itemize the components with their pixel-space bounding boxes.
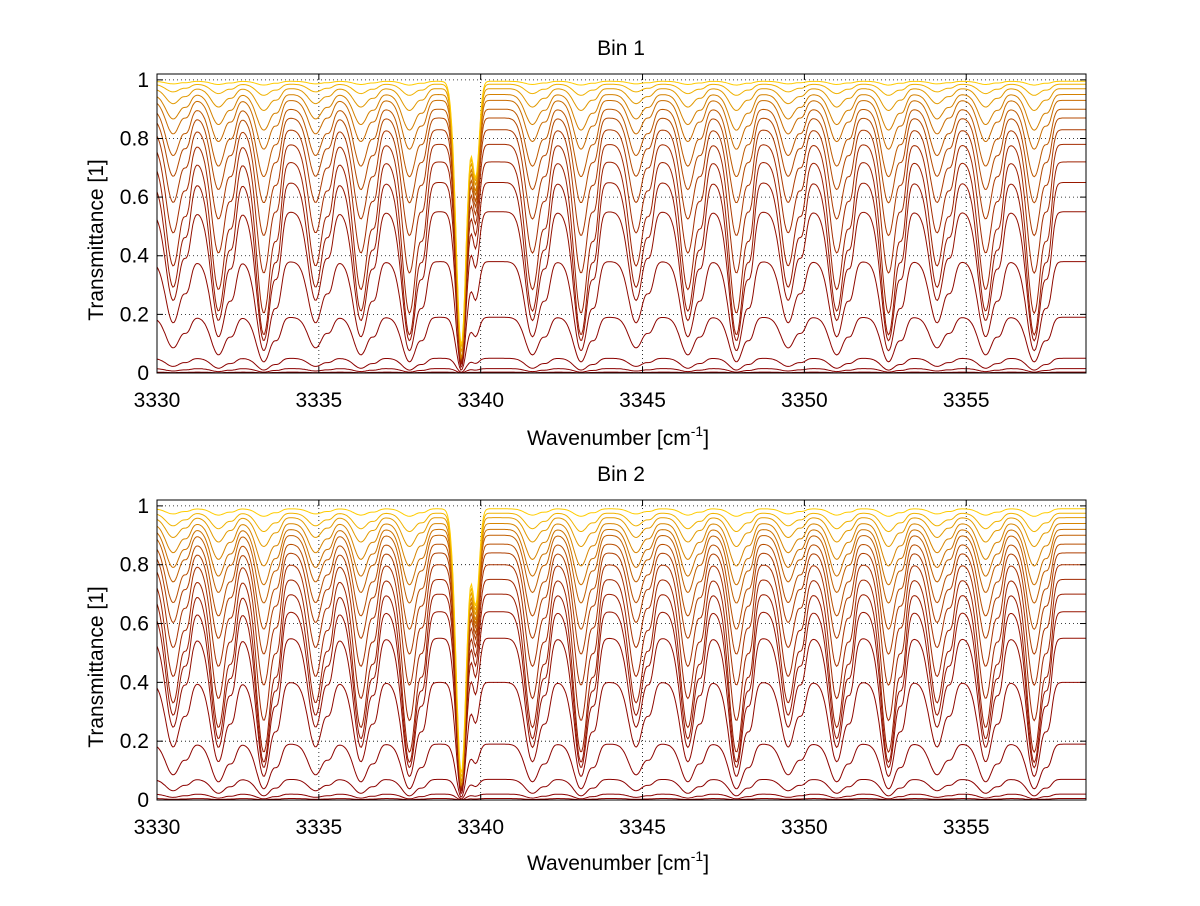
x-tick-label: 3340 bbox=[457, 389, 504, 412]
series-line bbox=[156, 512, 1086, 778]
series-line bbox=[156, 80, 1086, 345]
series-line bbox=[156, 316, 1086, 371]
series-line bbox=[156, 99, 1086, 359]
series-line bbox=[157, 798, 1086, 801]
series-line bbox=[156, 552, 1086, 788]
x-axis-label-end: ] bbox=[703, 852, 709, 875]
series-line bbox=[156, 161, 1086, 364]
axes-box bbox=[156, 73, 1087, 374]
y-tick-label: 0.6 bbox=[120, 613, 149, 636]
chart-title: Bin 1 bbox=[597, 37, 645, 60]
tick-marks: 3330 3335 3340 3345 3350 3355 0 0.2 0.4 0.6 0.8 1 bbox=[120, 495, 1086, 839]
x-tick-label: 3350 bbox=[781, 389, 828, 412]
x-tick-label: 3350 bbox=[781, 816, 828, 839]
x-axis-label-superscript: -1 bbox=[691, 423, 704, 439]
y-tick-label: 0 bbox=[137, 362, 149, 385]
series-line bbox=[156, 743, 1086, 798]
y-tick-label: 0.8 bbox=[120, 554, 149, 577]
subplot-bin-2: Bin 2 3330 3335 3340 3345 3350 3355 0 0.2 0.4 0.6… bbox=[85, 463, 1087, 875]
series-line bbox=[156, 528, 1086, 786]
series-line bbox=[156, 543, 1086, 787]
x-tick-label: 3355 bbox=[943, 816, 990, 839]
series-line bbox=[156, 83, 1086, 348]
x-axis-label-end: ] bbox=[703, 427, 709, 450]
series-line bbox=[156, 88, 1086, 352]
series-line bbox=[156, 357, 1086, 373]
x-tick-label: 3345 bbox=[619, 389, 666, 412]
x-axis-label: Wavenumber [cm-1] bbox=[527, 848, 709, 875]
series-line bbox=[156, 108, 1086, 360]
series-line bbox=[156, 143, 1086, 362]
y-tick-label: 1 bbox=[137, 69, 149, 92]
y-tick-label: 0.2 bbox=[120, 303, 149, 326]
x-tick-label: 3355 bbox=[943, 389, 990, 412]
series-line bbox=[156, 211, 1086, 367]
y-tick-label: 0.6 bbox=[120, 186, 149, 209]
series-line bbox=[156, 117, 1086, 360]
series-line bbox=[156, 261, 1086, 369]
x-axis-label-main: Wavenumber [cm bbox=[527, 852, 691, 875]
y-tick-label: 0 bbox=[137, 789, 149, 812]
series-group bbox=[156, 508, 1086, 801]
y-axis-label: Transmittance [1] bbox=[85, 159, 108, 320]
x-tick-label: 3335 bbox=[295, 389, 342, 412]
x-axis-label: Wavenumber [cm-1] bbox=[527, 423, 709, 450]
series-line bbox=[156, 508, 1086, 774]
series-line bbox=[156, 778, 1086, 800]
series-line bbox=[156, 611, 1086, 792]
x-tick-label: 3335 bbox=[295, 816, 342, 839]
series-line bbox=[156, 564, 1086, 788]
series-group bbox=[156, 80, 1086, 374]
axes-box bbox=[156, 499, 1087, 801]
series-line bbox=[156, 129, 1086, 361]
y-tick-label: 0.4 bbox=[120, 245, 150, 268]
series-line bbox=[156, 793, 1086, 801]
series-line bbox=[156, 578, 1086, 789]
y-tick-label: 0.2 bbox=[120, 730, 149, 753]
series-line bbox=[156, 517, 1086, 782]
series-line bbox=[156, 534, 1086, 787]
series-line bbox=[156, 593, 1086, 792]
x-axis-label-main: Wavenumber [cm bbox=[527, 427, 691, 450]
series-line bbox=[156, 523, 1086, 786]
subplot-bin-1: Bin 1 3330 3335 3340 3345 3350 3355 0 0.2 0.4 0.6… bbox=[85, 37, 1087, 450]
y-tick-label: 1 bbox=[137, 495, 149, 518]
chart-title: Bin 2 bbox=[597, 463, 645, 486]
y-axis-label: Transmittance [1] bbox=[85, 586, 108, 747]
x-tick-label: 3330 bbox=[134, 816, 181, 839]
series-line bbox=[156, 93, 1086, 358]
series-line bbox=[156, 637, 1086, 794]
x-tick-label: 3340 bbox=[457, 816, 504, 839]
series-line bbox=[156, 368, 1086, 374]
y-tick-label: 0.4 bbox=[120, 671, 150, 694]
series-line bbox=[156, 182, 1086, 365]
y-tick-label: 0.8 bbox=[120, 127, 149, 150]
x-axis-label-superscript: -1 bbox=[691, 848, 704, 864]
x-tick-label: 3330 bbox=[134, 389, 181, 412]
x-tick-label: 3345 bbox=[619, 816, 666, 839]
tick-marks: 3330 3335 3340 3345 3350 3355 0 0.2 0.4 0.6 0.8 1 bbox=[120, 69, 1086, 412]
series-line bbox=[156, 681, 1086, 795]
grid-lines bbox=[157, 500, 1086, 800]
